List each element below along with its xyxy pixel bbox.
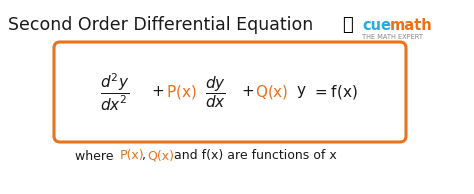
Text: math: math [390,18,433,33]
Text: cue: cue [362,18,391,33]
Text: 🚀: 🚀 [342,16,353,34]
Text: $\dfrac{dy}{dx}$: $\dfrac{dy}{dx}$ [205,74,226,110]
Text: THE MATH EXPERT: THE MATH EXPERT [362,34,423,40]
Text: Q(x): Q(x) [147,150,174,163]
Text: $\mathrm{= f(x)}$: $\mathrm{= f(x)}$ [312,83,358,101]
Text: $+$: $+$ [151,85,164,100]
Text: ,: , [142,150,146,163]
FancyBboxPatch shape [54,42,406,142]
Text: $\mathrm{y}$: $\mathrm{y}$ [296,84,306,100]
Text: Second Order Differential Equation: Second Order Differential Equation [8,16,313,34]
Text: and f(x) are functions of x: and f(x) are functions of x [170,150,337,163]
Text: P(x): P(x) [120,150,145,163]
Text: $\dfrac{d^2y}{dx^2}$: $\dfrac{d^2y}{dx^2}$ [100,71,130,113]
Text: where: where [75,150,118,163]
Text: $\mathrm{P(x)}$: $\mathrm{P(x)}$ [165,83,196,101]
Text: $+$: $+$ [241,85,255,100]
Text: $\mathrm{Q(x)}$: $\mathrm{Q(x)}$ [255,83,289,101]
